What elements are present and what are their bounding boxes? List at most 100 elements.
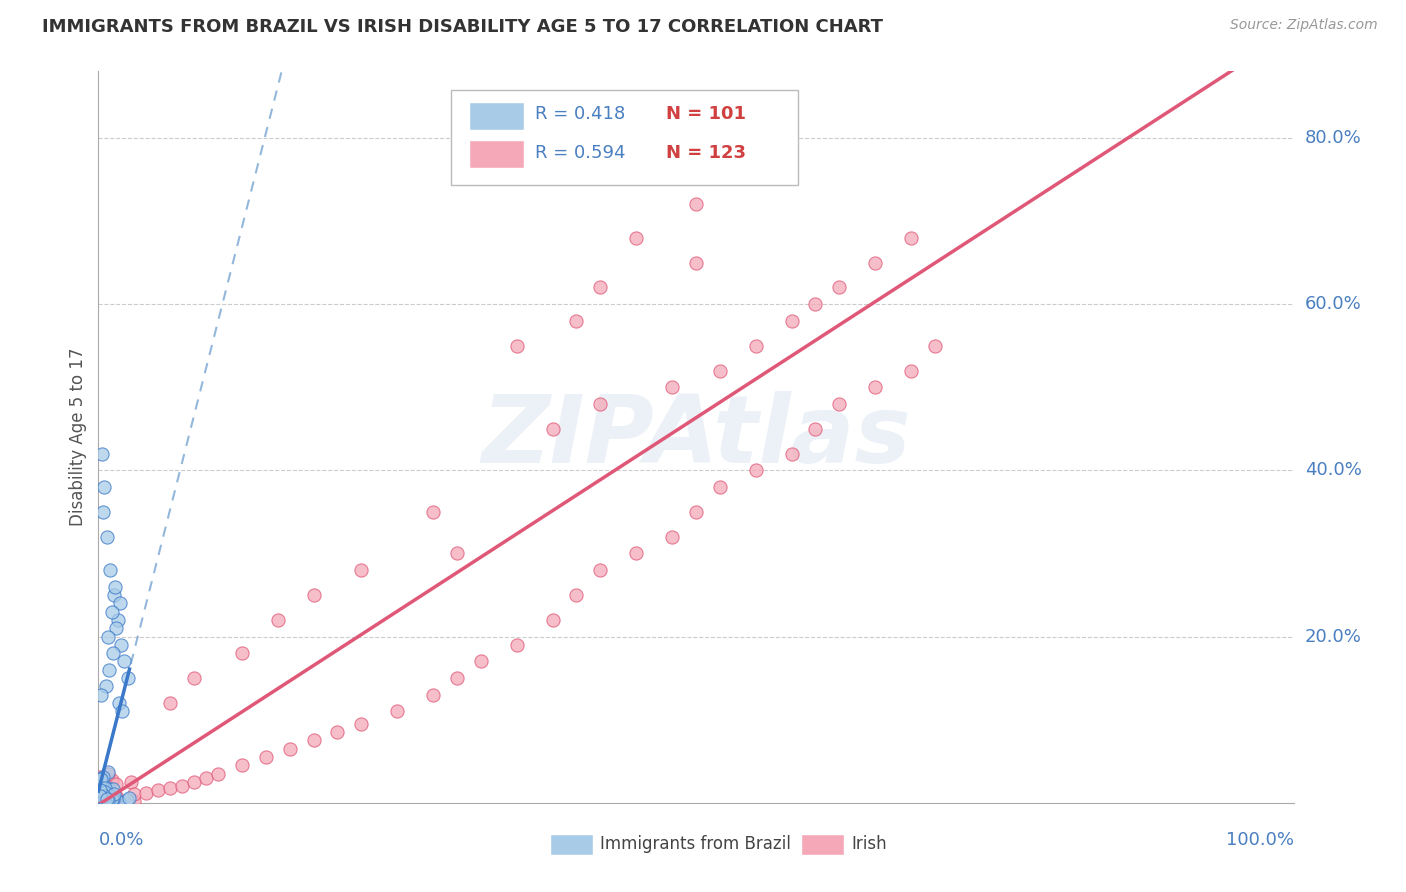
Point	[745, 463, 768, 477]
Point	[89, 789, 111, 803]
Point	[89, 795, 111, 809]
Point	[685, 255, 707, 269]
Point	[89, 795, 111, 809]
Point	[865, 380, 887, 394]
Point	[446, 546, 468, 560]
Point	[89, 795, 111, 809]
Point	[626, 230, 648, 244]
Point	[302, 588, 325, 602]
Text: 80.0%: 80.0%	[1305, 128, 1361, 147]
Point	[98, 663, 121, 677]
Point	[89, 795, 111, 809]
Point	[89, 789, 111, 804]
Point	[94, 793, 117, 807]
Point	[89, 783, 111, 797]
Point	[94, 794, 117, 808]
Point	[661, 380, 683, 394]
Point	[90, 795, 112, 809]
Point	[89, 795, 111, 809]
Point	[89, 795, 111, 809]
Text: 40.0%: 40.0%	[1305, 461, 1361, 479]
Point	[183, 671, 205, 685]
Point	[103, 588, 125, 602]
Point	[94, 795, 117, 809]
Point	[97, 788, 120, 802]
Point	[91, 794, 114, 808]
Point	[105, 621, 128, 635]
Text: ZIPAtlas: ZIPAtlas	[481, 391, 911, 483]
Point	[207, 766, 229, 780]
FancyBboxPatch shape	[451, 90, 797, 185]
Point	[565, 314, 588, 328]
Point	[91, 794, 114, 808]
Point	[93, 793, 115, 807]
Point	[107, 613, 129, 627]
Point	[267, 613, 290, 627]
Point	[100, 792, 122, 806]
Point	[91, 792, 114, 806]
Point	[91, 795, 114, 809]
Point	[626, 546, 648, 560]
Point	[97, 764, 120, 779]
FancyBboxPatch shape	[550, 834, 593, 855]
Point	[91, 791, 114, 805]
Point	[91, 793, 114, 807]
Point	[96, 780, 118, 795]
Point	[91, 785, 114, 799]
Point	[89, 793, 111, 807]
Point	[91, 795, 114, 809]
Point	[120, 775, 142, 789]
Point	[124, 794, 146, 808]
Point	[900, 363, 922, 377]
Point	[93, 792, 115, 806]
Point	[780, 447, 803, 461]
Point	[183, 775, 205, 789]
Point	[108, 596, 131, 610]
Point	[96, 792, 118, 806]
Point	[89, 784, 111, 798]
Point	[98, 789, 121, 804]
Point	[96, 791, 118, 805]
Point	[101, 787, 124, 801]
Point	[91, 793, 114, 807]
Point	[90, 794, 112, 808]
Point	[100, 787, 122, 801]
Point	[89, 791, 111, 805]
Point	[103, 792, 125, 806]
Point	[91, 785, 114, 799]
Point	[100, 791, 122, 805]
Point	[96, 795, 118, 809]
Point	[148, 783, 170, 797]
Point	[91, 793, 114, 807]
Point	[661, 530, 683, 544]
Point	[89, 792, 111, 806]
Point	[91, 787, 114, 801]
Text: 0.0%: 0.0%	[98, 830, 143, 848]
Point	[91, 505, 114, 519]
Point	[89, 788, 111, 802]
Point	[101, 772, 124, 787]
Point	[105, 794, 128, 808]
Point	[89, 789, 111, 803]
Point	[100, 794, 122, 808]
Point	[101, 782, 124, 797]
Point	[422, 688, 444, 702]
Point	[93, 793, 115, 807]
Point	[96, 795, 118, 809]
Point	[91, 447, 114, 461]
Point	[159, 780, 181, 795]
Point	[97, 792, 120, 806]
Point	[90, 789, 112, 803]
Point	[93, 791, 115, 805]
Point	[91, 793, 114, 807]
Point	[98, 563, 122, 577]
Point	[828, 280, 851, 294]
Point	[105, 789, 128, 803]
Point	[90, 795, 112, 809]
Point	[385, 705, 409, 719]
Point	[589, 397, 612, 411]
Point	[89, 794, 111, 808]
Point	[900, 230, 922, 244]
Point	[97, 793, 120, 807]
Point	[90, 785, 112, 799]
